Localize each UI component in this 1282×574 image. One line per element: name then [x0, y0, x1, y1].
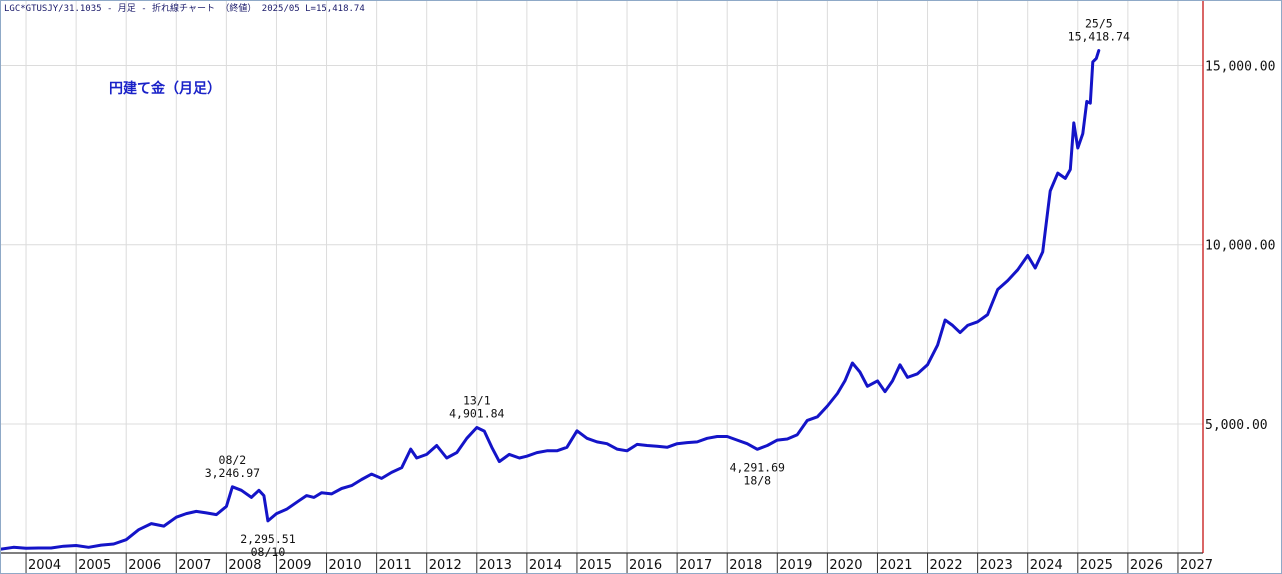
annotation-label: 08/2: [219, 453, 247, 467]
y-tick-label: 5,000.00: [1205, 418, 1268, 433]
axes: [1, 1, 1204, 573]
x-tick-label: 2004: [28, 558, 61, 573]
x-tick-label: 2008: [228, 558, 261, 573]
x-tick-label: 2021: [879, 558, 912, 573]
x-tick-label: 2019: [779, 558, 812, 573]
x-tick-label: 2006: [128, 558, 161, 573]
x-tick-label: 2022: [930, 558, 963, 573]
annotation-label: 15,418.74: [1068, 30, 1130, 44]
annotation-label: 25/5: [1085, 17, 1113, 31]
chart-header: LGC*GTUSJY/31.1035 - 月足 - 折れ線チャート （終値） 2…: [4, 2, 365, 14]
x-tick-label: 2024: [1030, 558, 1063, 573]
y-tick-labels: 5,000.00 10,000.00 15,000.00: [1205, 60, 1275, 433]
y-tick-label: 10,000.00: [1205, 239, 1275, 254]
x-tick-label: 2005: [78, 558, 111, 573]
chart-title: 円建て金（月足）: [109, 80, 221, 97]
x-tick-label: 2026: [1130, 558, 1163, 573]
x-tick-label: 2014: [529, 558, 562, 573]
x-tick-label: 2009: [278, 558, 311, 573]
annotation-label: 3,246.97: [205, 466, 260, 480]
series-line: [1, 49, 1101, 551]
x-tick-label: 2013: [479, 558, 512, 573]
annotation-label: 18/8: [743, 473, 771, 487]
x-tick-label: 2025: [1080, 558, 1113, 573]
x-tick-label: 2018: [729, 558, 762, 573]
x-tick-label: 2016: [629, 558, 662, 573]
annotation-label: 2,295.51: [240, 532, 295, 546]
x-tick-label: 2012: [429, 558, 462, 573]
series-layer: [1, 49, 1101, 551]
annotation-label: 4,291.69: [730, 460, 785, 474]
x-tick-label: 2007: [178, 558, 211, 573]
annotation-label: 08/10: [251, 545, 286, 559]
annotation-label: 4,901.84: [449, 406, 504, 420]
x-tick-label: 2010: [329, 558, 362, 573]
x-tick-label: 2023: [980, 558, 1013, 573]
x-tick-label: 2011: [379, 558, 412, 573]
x-tick-labels: 2004 2005 2006 2007 2008 2009 2010 2011 2012 2013…: [28, 558, 1213, 573]
x-tick-label: 2027: [1180, 558, 1213, 573]
annotation-label: 13/1: [463, 393, 491, 407]
x-tick-label: 2015: [579, 558, 612, 573]
y-tick-label: 15,000.00: [1205, 60, 1275, 75]
grid: [1, 1, 1203, 553]
x-tick-label: 2020: [829, 558, 862, 573]
x-tick-label: 2017: [679, 558, 712, 573]
